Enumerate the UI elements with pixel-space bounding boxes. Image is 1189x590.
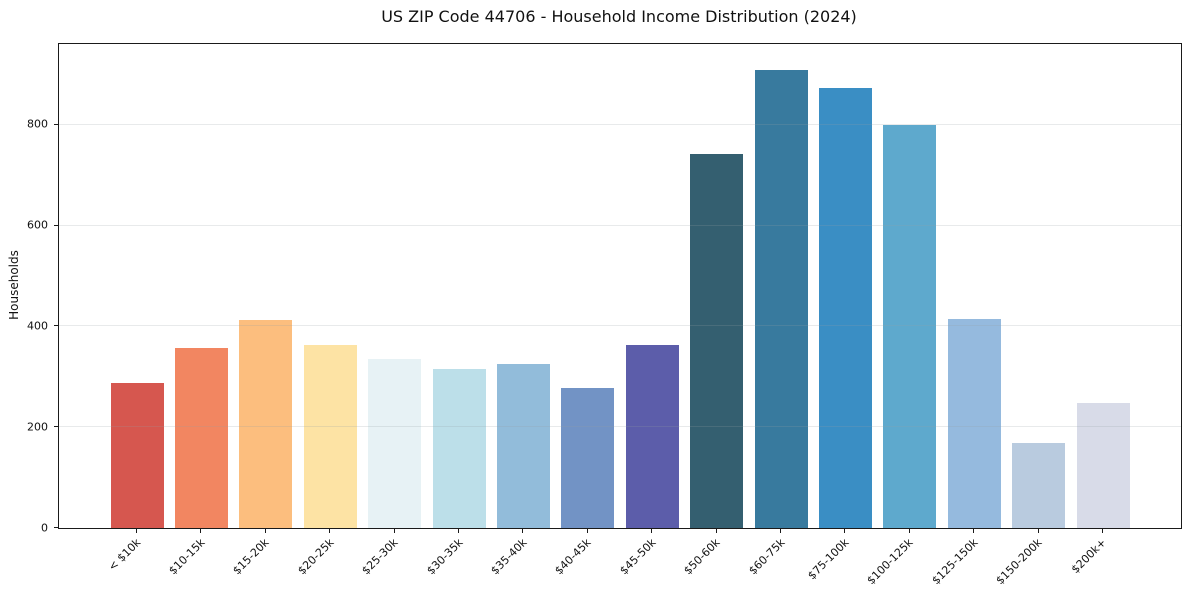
y-tick-mark xyxy=(54,123,58,125)
x-tick-mark xyxy=(973,528,975,533)
x-tick-label: $60-75k xyxy=(745,536,788,578)
bar-$20-25k xyxy=(303,344,357,528)
y-tick-mark xyxy=(54,224,58,226)
bar-$40-45k xyxy=(561,388,615,528)
x-tick-label: $10-15k xyxy=(166,536,208,578)
x-tick-mark xyxy=(651,528,653,533)
x-tick-mark xyxy=(908,528,910,533)
y-tick-label: 0 xyxy=(41,521,48,534)
x-tick-label: $200k+ xyxy=(1069,536,1110,577)
x-tick-mark xyxy=(136,528,137,533)
bar-$100-125k xyxy=(883,124,937,528)
x-tick-mark xyxy=(586,528,588,533)
chart-title: US ZIP Code 44706 - Household Income Dis… xyxy=(381,7,857,26)
x-tick-mark xyxy=(264,528,266,533)
bar-$30-35k xyxy=(432,368,486,528)
x-tick-label: $15-20k xyxy=(230,536,273,578)
x-tick-label: $150-200k xyxy=(993,536,1045,588)
x-tick-label: $30-35k xyxy=(423,536,466,578)
bar-$200k+ xyxy=(1076,403,1130,528)
x-tick-mark xyxy=(1102,528,1103,533)
x-tick-label: $20-25k xyxy=(295,536,337,578)
x-tick-mark xyxy=(329,528,331,533)
y-tick-label: 200 xyxy=(27,420,48,434)
x-tick-label: $50-60k xyxy=(681,536,723,578)
x-tick-mark xyxy=(1037,528,1039,533)
bar-$35-40k xyxy=(496,363,550,528)
x-tick-label: $25-30k xyxy=(359,536,401,578)
bar-$150-200k xyxy=(1012,443,1066,528)
gridline-y-800 xyxy=(59,123,1181,125)
y-tick-mark xyxy=(54,527,58,528)
x-tick-mark xyxy=(522,528,524,533)
bar-$75-100k xyxy=(818,87,872,528)
x-tick-label: $45-50k xyxy=(617,536,659,578)
y-tick-label: 600 xyxy=(27,218,48,232)
gridline-y-200 xyxy=(59,426,1181,428)
y-axis-label: Households xyxy=(7,250,21,320)
x-tick-mark xyxy=(715,528,717,533)
x-tick-label: < $10k xyxy=(105,536,144,574)
x-tick-label: $100-125k xyxy=(864,536,917,588)
bar-$15-20k xyxy=(239,320,293,528)
bar-$125-150k xyxy=(947,319,1001,528)
x-tick-label: $125-150k xyxy=(929,536,981,588)
x-tick-mark xyxy=(393,528,395,533)
x-tick-label: $75-100k xyxy=(805,536,852,583)
bar-$25-30k xyxy=(368,359,422,528)
y-tick-mark xyxy=(54,325,58,327)
x-tick-label: $40-45k xyxy=(552,536,595,578)
bar-$45-50k xyxy=(625,345,679,528)
x-tick-mark xyxy=(780,528,781,533)
x-tick-mark xyxy=(458,528,459,533)
bar-< $10k xyxy=(110,382,164,528)
y-tick-label: 800 xyxy=(27,117,48,131)
x-tick-mark xyxy=(844,528,846,533)
gridline-y-600 xyxy=(59,224,1181,226)
gridline-y-400 xyxy=(59,325,1181,327)
y-tick-mark xyxy=(54,426,58,428)
bar-$50-60k xyxy=(690,154,744,528)
bar-$60-75k xyxy=(754,69,808,528)
plot-area xyxy=(58,43,1182,529)
x-tick-mark xyxy=(200,528,202,533)
x-tick-label: $35-40k xyxy=(488,536,530,578)
y-tick-label: 400 xyxy=(27,319,48,333)
bar-$10-15k xyxy=(174,347,228,528)
